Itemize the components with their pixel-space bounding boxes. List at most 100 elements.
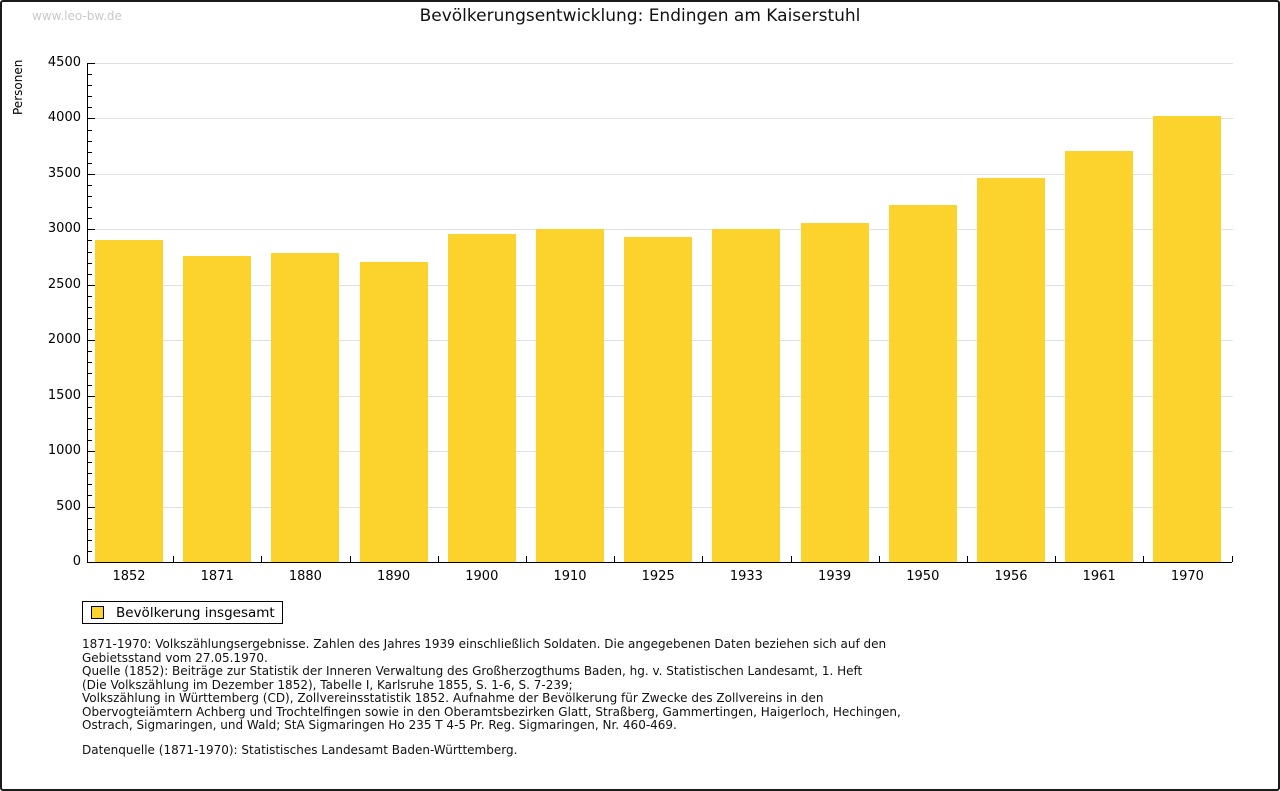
y-minor-tick [88, 550, 92, 552]
y-minor-tick [88, 539, 92, 541]
footnote-line: (Die Volkszählung im Dezember 1852), Tab… [82, 677, 573, 692]
x-tick-label: 1871 [200, 569, 234, 584]
gridline [88, 229, 1233, 231]
x-tick-label: 1852 [112, 569, 146, 584]
x-tick-label: 1950 [906, 569, 940, 584]
y-major-tick [88, 118, 95, 120]
y-minor-tick [88, 240, 92, 242]
y-minor-tick [88, 484, 92, 486]
y-major-tick [88, 229, 95, 231]
y-minor-tick [88, 218, 92, 220]
y-minor-tick [88, 406, 92, 408]
y-major-tick [88, 284, 95, 286]
y-minor-tick [88, 273, 92, 275]
bar [359, 262, 428, 562]
y-minor-tick [88, 74, 92, 76]
x-tick-label: 1939 [818, 569, 852, 584]
x-tick [966, 556, 968, 562]
datasource-line: Datenquelle (1871-1970): Statistisches L… [82, 742, 518, 757]
y-minor-tick [88, 495, 92, 497]
y-minor-tick [88, 184, 92, 186]
y-minor-tick [88, 295, 92, 297]
x-tick [878, 556, 880, 562]
bar [800, 222, 869, 562]
y-minor-tick [88, 151, 92, 153]
y-tick-label: 3500 [47, 165, 81, 181]
x-tick [1143, 556, 1145, 562]
y-minor-tick [88, 251, 92, 253]
footnotes: 1871-1970: Volkszählungsergebnisse. Zahl… [82, 637, 1212, 757]
y-minor-tick [88, 306, 92, 308]
y-tick-label: 500 [56, 498, 81, 514]
y-minor-tick [88, 196, 92, 198]
footnote-line: Obervogteiämtern Achberg und Trochtelfin… [82, 704, 901, 719]
x-tick [702, 556, 704, 562]
x-tick [1231, 556, 1233, 562]
x-tick [437, 556, 439, 562]
x-tick-label: 1890 [377, 569, 411, 584]
x-tick [614, 556, 616, 562]
bar [624, 236, 693, 562]
bar [712, 229, 781, 562]
y-minor-tick [88, 373, 92, 375]
bar [1153, 116, 1222, 562]
x-tick-label: 1925 [641, 569, 675, 584]
y-major-tick [88, 451, 95, 453]
y-minor-tick [88, 462, 92, 464]
legend-color-swatch [91, 606, 104, 619]
gridline [88, 63, 1233, 64]
legend: Bevölkerung insgesamt [82, 601, 283, 624]
gridline [88, 118, 1233, 120]
y-minor-tick [88, 96, 92, 98]
x-tick-label: 1900 [465, 569, 499, 584]
bar [271, 253, 340, 562]
bar [977, 178, 1045, 562]
y-minor-tick [88, 162, 92, 164]
y-minor-tick [88, 329, 92, 331]
footnote-line: Ostrach, Sigmaringen, und Wald; StA Sigm… [82, 718, 677, 732]
y-minor-tick [88, 351, 92, 353]
bar [536, 228, 604, 562]
y-minor-tick [88, 428, 92, 430]
x-tick-label: 1910 [553, 569, 587, 584]
y-minor-tick [88, 417, 92, 419]
bar [1065, 150, 1134, 562]
y-minor-tick [88, 207, 92, 209]
y-tick-label: 2500 [47, 276, 81, 292]
x-tick-label: 1933 [729, 569, 763, 584]
y-major-tick [88, 173, 95, 175]
legend-label: Bevölkerung insgesamt [116, 604, 275, 621]
y-major-tick [88, 340, 95, 342]
y-minor-tick [88, 85, 92, 87]
x-tick [525, 556, 527, 562]
y-minor-tick [88, 440, 92, 442]
y-major-tick [88, 395, 95, 397]
y-minor-tick [88, 362, 92, 364]
gridline [88, 173, 1233, 175]
x-tick [173, 556, 175, 562]
footnote-line: Volkszählung in Württemberg (CD), Zollve… [82, 691, 824, 705]
bar [447, 234, 516, 562]
bar [888, 204, 957, 562]
y-tick-label: 3000 [47, 221, 81, 237]
y-tick-label: 0 [72, 554, 81, 569]
y-minor-tick [88, 528, 92, 530]
y-major-tick [88, 506, 95, 508]
y-minor-tick [88, 318, 92, 320]
x-tick-label: 1970 [1170, 569, 1204, 584]
y-minor-tick [88, 262, 92, 264]
y-tick-label: 4500 [47, 55, 81, 70]
x-tick-label: 1956 [994, 569, 1028, 584]
x-tick [790, 556, 792, 562]
bar [183, 255, 252, 562]
y-major-tick [88, 63, 95, 64]
footnote-line: Quelle (1852): Beiträge zur Statistik de… [82, 664, 863, 678]
y-tick-label: 4000 [47, 110, 81, 126]
y-axis-line [87, 63, 88, 563]
y-minor-tick [88, 107, 92, 109]
x-tick [261, 556, 263, 562]
x-tick-label: 1880 [288, 569, 322, 584]
y-tick-label: 1000 [47, 443, 81, 459]
